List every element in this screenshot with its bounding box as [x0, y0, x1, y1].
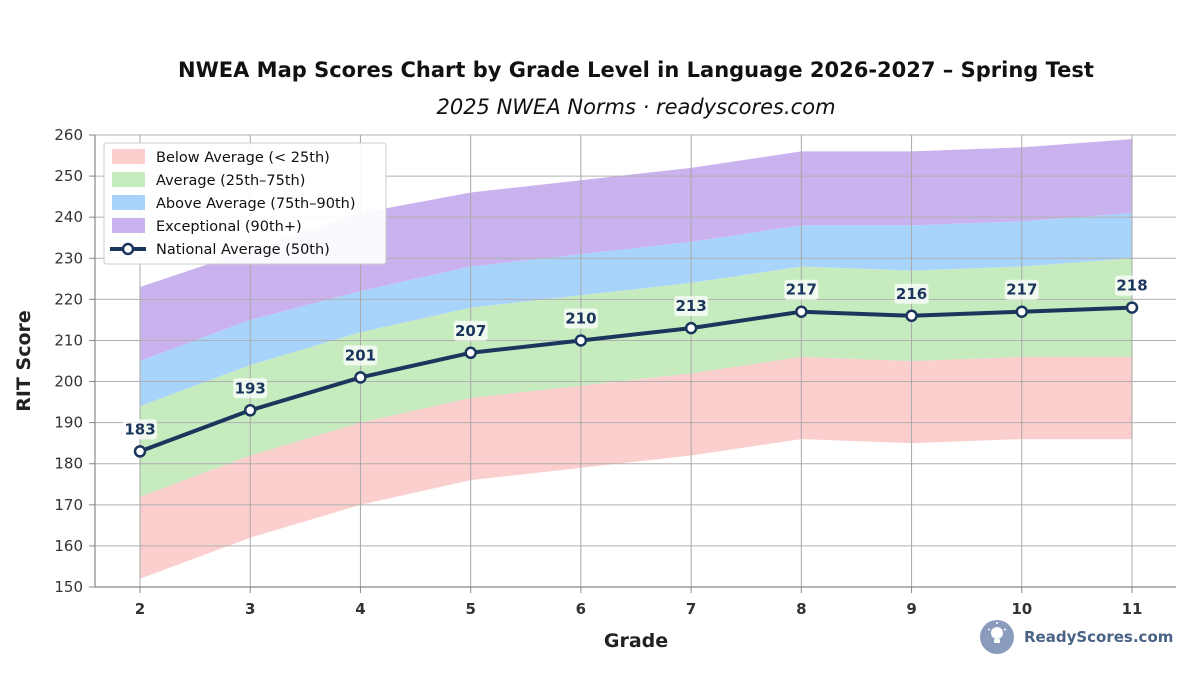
data-label-0: 183 — [124, 420, 155, 438]
data-point-2 — [354, 371, 367, 384]
x-tick-label-6: 8 — [796, 600, 806, 618]
data-point-9 — [1125, 301, 1139, 314]
series-line-0 — [139, 305, 1133, 454]
series-layer — [133, 301, 1139, 458]
data-point-4 — [574, 334, 588, 347]
y-axis-title: RIT Score — [13, 310, 35, 412]
y-tick-label-8: 230 — [54, 249, 83, 267]
data-label-2: 201 — [345, 346, 376, 364]
y-tick-label-5: 200 — [54, 373, 83, 391]
axes-layer: 150 160 170 180 190 200 210 220 230 240 250 260 2 3 4 5… — [54, 126, 1176, 618]
band-3 — [140, 139, 1132, 361]
data-label-3: 207 — [455, 322, 486, 340]
legend-marker-0 — [121, 242, 135, 256]
data-point-3 — [464, 346, 477, 360]
data-label-6: 217 — [786, 281, 817, 299]
y-tick-label-3: 180 — [54, 455, 83, 473]
data-label-bg-2 — [343, 345, 378, 366]
x-tick-label-2: 4 — [355, 600, 365, 618]
y-tick-label-2: 170 — [54, 496, 83, 514]
x-tick-label-9: 11 — [1122, 600, 1143, 618]
legend-swatch-1 — [112, 172, 145, 187]
legend-label-1: Average (25th–75th) — [156, 173, 305, 189]
x-tick-label-8: 10 — [1011, 600, 1032, 618]
legend-label-series-0: National Average (50th) — [156, 242, 330, 258]
labels-layer: 183 193 201 207 210 213 217 216 217 218 — [123, 275, 1149, 440]
y-tick-label-7: 220 — [54, 290, 83, 308]
x-tick-label-4: 6 — [576, 600, 586, 618]
data-label-bg-8 — [1004, 279, 1039, 300]
data-label-bg-4 — [563, 308, 598, 329]
chart-title: NWEA Map Scores Chart by Grade Level in … — [178, 58, 1094, 82]
data-label-bg-5 — [674, 296, 709, 317]
legend-box — [103, 142, 387, 265]
x-tick-label-1: 3 — [245, 600, 255, 618]
data-label-bg-0 — [123, 419, 157, 440]
band-0 — [140, 356, 1132, 579]
x-tick-label-0: 2 — [135, 600, 145, 618]
chart-subtitle: 2025 NWEA Norms · readyscores.com — [436, 95, 835, 119]
watermark-text: ReadyScores.com — [1024, 628, 1173, 646]
x-tick-label-7: 9 — [906, 600, 916, 618]
x-axis-title: Grade — [604, 630, 668, 652]
data-label-bg-7 — [894, 283, 929, 304]
data-point-7 — [905, 309, 918, 323]
data-label-5: 213 — [675, 297, 706, 315]
watermark[interactable]: ReadyScores.com — [980, 620, 1173, 654]
lightbulb-icon — [987, 622, 1007, 643]
legend-label-3: Exceptional (90th+) — [156, 219, 302, 235]
y-tick-label-9: 240 — [54, 208, 83, 226]
band-2 — [140, 213, 1132, 407]
data-point-6 — [795, 305, 808, 318]
y-tick-label-1: 160 — [54, 537, 83, 555]
data-label-8: 217 — [1006, 281, 1037, 299]
legend-swatch-3 — [112, 218, 145, 233]
bands-layer — [140, 139, 1132, 579]
data-label-bg-9 — [1115, 275, 1149, 296]
data-label-bg-1 — [233, 378, 268, 399]
x-tick-label-3: 5 — [465, 600, 475, 618]
legend: Below Average (< 25th) Average (25th–75th… — [103, 142, 387, 265]
y-tick-label-11: 260 — [54, 126, 83, 144]
y-tick-label-6: 210 — [54, 331, 83, 349]
legend-label-2: Above Average (75th–90th) — [156, 196, 355, 212]
data-label-4: 210 — [565, 309, 596, 327]
y-tick-label-0: 150 — [54, 578, 83, 596]
data-point-1 — [243, 404, 257, 417]
data-point-5 — [684, 321, 698, 335]
data-label-bg-3 — [453, 320, 488, 341]
data-label-bg-6 — [784, 279, 819, 300]
data-point-0 — [133, 445, 147, 458]
band-1 — [140, 258, 1132, 497]
x-tick-label-5: 7 — [686, 600, 696, 618]
legend-swatch-2 — [112, 195, 145, 210]
y-tick-label-4: 190 — [54, 414, 83, 432]
data-label-7: 216 — [896, 285, 927, 303]
legend-label-0: Below Average (< 25th) — [156, 150, 330, 166]
y-tick-label-10: 250 — [54, 167, 83, 185]
legend-swatch-0 — [112, 149, 145, 164]
data-point-8 — [1015, 305, 1029, 318]
data-label-1: 193 — [235, 379, 266, 397]
data-label-9: 218 — [1116, 277, 1147, 295]
